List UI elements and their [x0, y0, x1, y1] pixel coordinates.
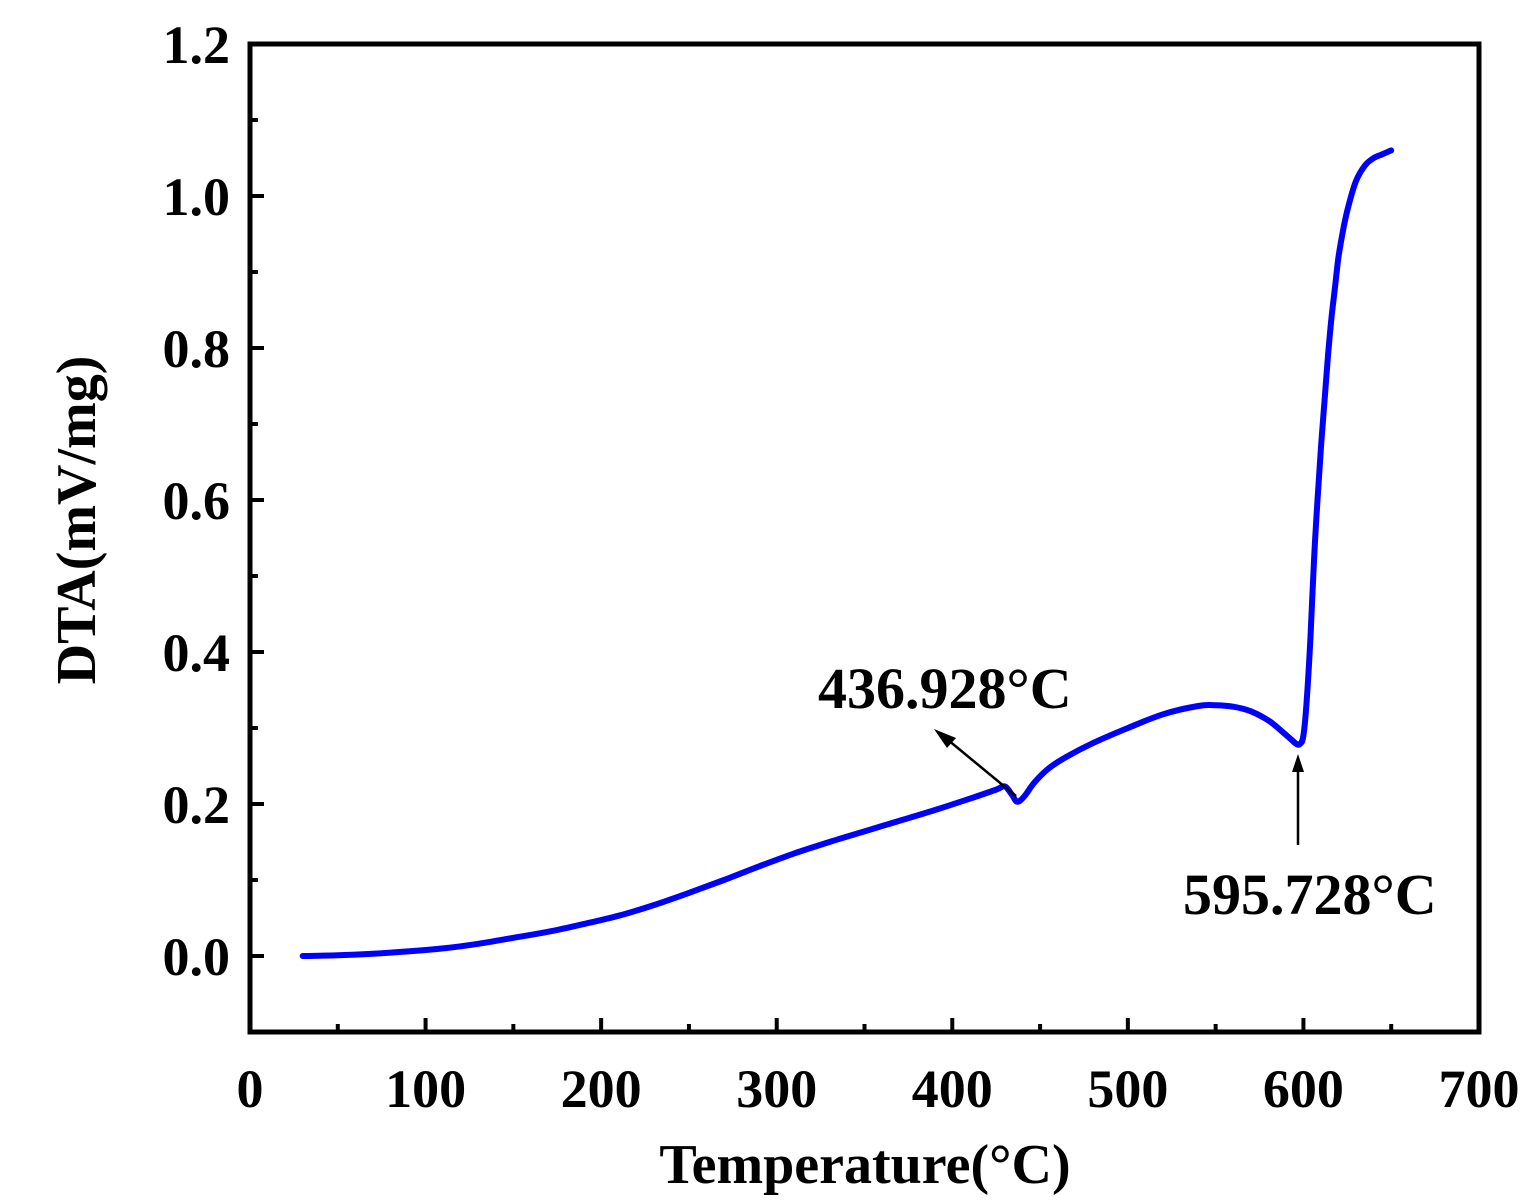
peak-annotations: 436.928°C 595.728°C	[818, 656, 1437, 927]
annotation-label-2: 595.728°C	[1183, 862, 1437, 927]
y-tick-label: 0.8	[163, 319, 231, 379]
dta-series-line	[299, 147, 1395, 959]
x-tick-label: 100	[385, 1059, 466, 1119]
axis-tick-labels: 0 100 200 300 400 500 600 700 0.0 0.2 0.4 0.6 0.8 1.0…	[163, 15, 1520, 1119]
y-tick-label: 0.2	[163, 775, 231, 835]
annotation-label-1: 436.928°C	[818, 656, 1072, 721]
y-tick-label: 0.4	[163, 623, 231, 683]
y-tick-label: 0.6	[163, 471, 231, 531]
x-tick-label: 200	[561, 1059, 642, 1119]
x-tick-label: 0	[237, 1059, 264, 1119]
axis-ticks	[248, 42, 1481, 1032]
x-tick-label: 300	[736, 1059, 817, 1119]
annotation-arrowhead-1	[934, 729, 956, 748]
annotation-arrow-1	[941, 734, 1017, 797]
y-axis-title: DTA(mV/mg)	[46, 356, 108, 685]
y-tick-label: 0.0	[163, 927, 231, 987]
x-tick-label: 700	[1439, 1059, 1520, 1119]
y-tick-label: 1.2	[163, 15, 231, 75]
annotation-arrowhead-2	[1292, 754, 1304, 772]
x-tick-label: 400	[912, 1059, 993, 1119]
x-tick-label: 600	[1263, 1059, 1344, 1119]
x-tick-label: 500	[1087, 1059, 1168, 1119]
y-tick-label: 1.0	[163, 167, 231, 227]
x-axis-title: Temperature(°C)	[659, 1134, 1070, 1196]
